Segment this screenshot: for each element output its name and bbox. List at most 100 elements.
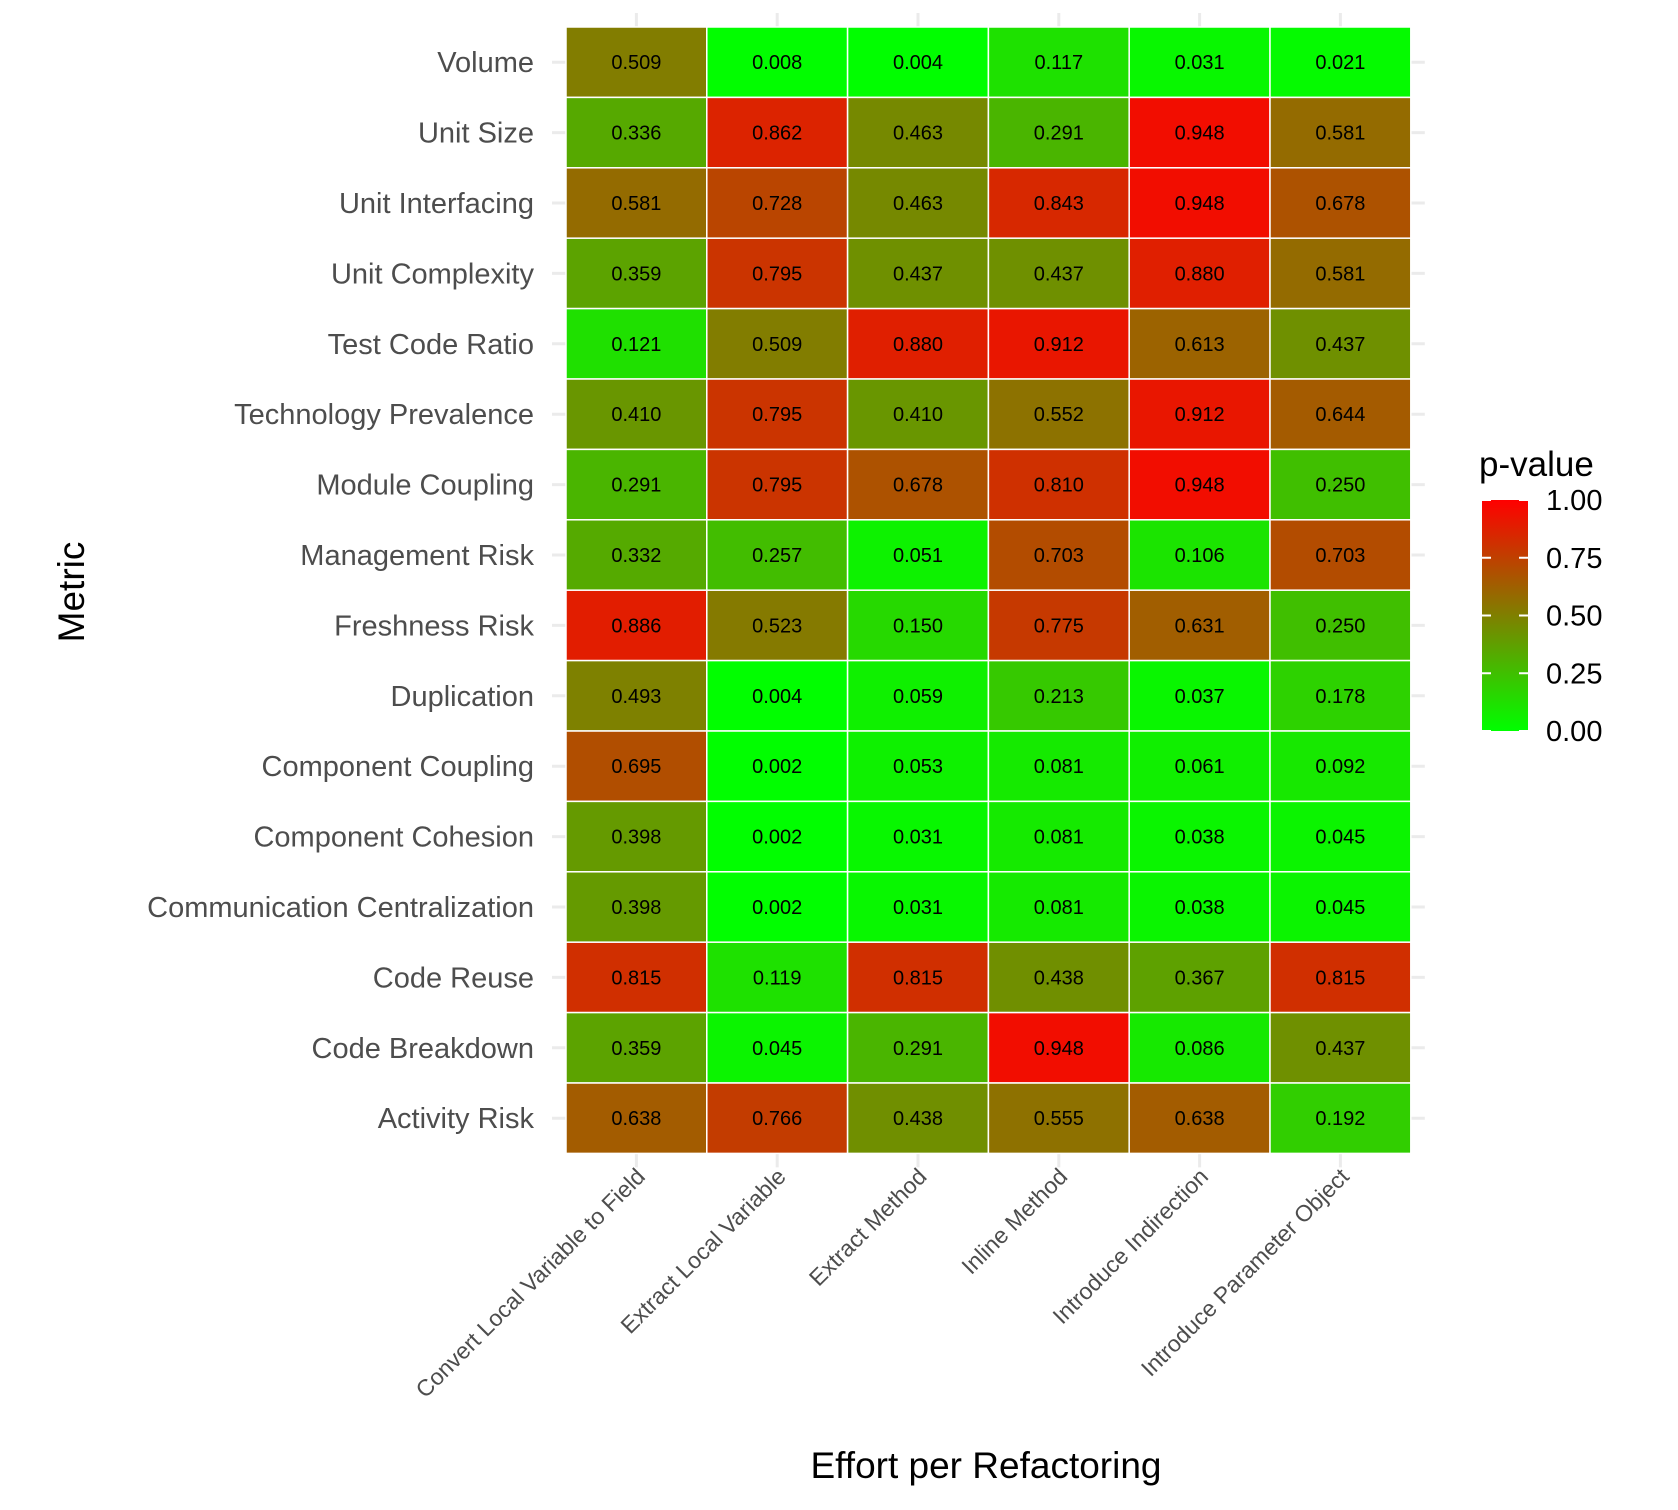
cell-value-label: 0.437 — [893, 263, 943, 285]
cell-value-label: 0.061 — [1175, 756, 1225, 778]
cell-value-label: 0.081 — [1034, 756, 1084, 778]
legend-ticks: 1.00 0.75 0.50 0.25 0.00 — [1482, 485, 1602, 748]
heatmap-cell — [1269, 167, 1412, 239]
heatmap-cell — [1269, 307, 1412, 380]
heatmap-cell — [987, 659, 1130, 732]
heatmap-cell — [987, 167, 1130, 239]
y-tick-label: Freshness Risk — [334, 610, 534, 642]
cell-value-label: 0.002 — [752, 756, 802, 778]
heatmap-cell — [987, 1011, 1130, 1084]
heatmap-cell — [565, 167, 708, 239]
heatmap-cell — [987, 589, 1130, 662]
heatmap-cell — [706, 519, 849, 591]
heatmap-cell — [846, 800, 990, 873]
cell-value-label: 0.038 — [1175, 827, 1225, 849]
cell-value-label: 0.059 — [893, 686, 943, 708]
cell-value-label: 0.053 — [893, 756, 943, 778]
heatmap-cell — [1128, 589, 1271, 662]
cell-value-label: 0.336 — [611, 123, 661, 145]
cell-value-label: 0.775 — [1034, 615, 1084, 637]
y-tick-label: Technology Prevalence — [234, 399, 534, 431]
heatmap-cell — [846, 237, 990, 310]
heatmap-cell — [1269, 871, 1412, 943]
cell-value-label: 0.581 — [611, 193, 661, 215]
cell-value-label: 0.581 — [1315, 123, 1365, 145]
cell-value-label: 0.359 — [611, 263, 661, 285]
cell-value-label: 0.728 — [752, 193, 802, 215]
cell-value-label: 0.150 — [893, 615, 943, 637]
heatmap-cell — [706, 237, 849, 310]
cell-value-label: 0.410 — [893, 404, 943, 426]
cell-value-label: 0.509 — [752, 334, 802, 356]
heatmap-cell — [1269, 96, 1412, 169]
y-tick-label: Unit Size — [418, 118, 534, 150]
x-axis-title: Effort per Refactoring — [811, 1445, 1162, 1486]
cell-value-label: 0.332 — [611, 545, 661, 567]
heatmap-cell — [987, 237, 1130, 310]
cell-value-label: 0.862 — [752, 123, 802, 145]
cell-value-label: 0.437 — [1315, 1038, 1365, 1060]
cell-value-label: 0.086 — [1175, 1038, 1225, 1060]
cell-value-label: 0.795 — [752, 404, 802, 426]
y-tick-label: Duplication — [391, 681, 534, 713]
heatmap-cell — [1269, 1082, 1412, 1155]
color-legend: p-value 1.00 0.75 0.50 0.25 0.00 — [1479, 445, 1602, 748]
cell-value-label: 0.004 — [893, 52, 943, 74]
cell-value-label: 0.037 — [1175, 686, 1225, 708]
cell-value-label: 0.880 — [893, 334, 943, 356]
cell-value-label: 0.523 — [752, 615, 802, 637]
heatmap-cell — [565, 1011, 708, 1084]
cell-value-label: 0.703 — [1034, 545, 1084, 567]
legend-tick-label: 0.75 — [1546, 543, 1602, 575]
heatmap-cell — [1269, 26, 1412, 99]
cell-value-label: 0.552 — [1034, 404, 1084, 426]
heatmap-cell — [706, 589, 849, 662]
heatmap-cell — [565, 378, 708, 451]
heatmap-cell — [987, 307, 1130, 380]
cell-value-label: 0.463 — [893, 123, 943, 145]
cell-value-label: 0.644 — [1315, 404, 1365, 426]
cell-value-label: 0.038 — [1175, 897, 1225, 919]
cell-value-label: 0.192 — [1315, 1108, 1365, 1130]
y-tick-label: Code Breakdown — [312, 1033, 534, 1065]
cell-value-label: 0.359 — [611, 1038, 661, 1060]
cell-value-label: 0.081 — [1034, 897, 1084, 919]
cell-value-label: 0.002 — [752, 827, 802, 849]
cell-value-label: 0.766 — [752, 1108, 802, 1130]
cell-value-label: 0.051 — [893, 545, 943, 567]
x-tick-label: Convert Local Variable to Field — [410, 1163, 650, 1403]
legend-title: p-value — [1479, 445, 1594, 484]
heatmap-cell — [1128, 730, 1271, 803]
cell-value-label: 0.002 — [752, 897, 802, 919]
cell-value-label: 0.948 — [1175, 475, 1225, 497]
y-tick-label: Unit Complexity — [331, 258, 535, 290]
heatmap-cell — [846, 730, 990, 803]
cell-value-label: 0.081 — [1034, 827, 1084, 849]
cell-value-label: 0.795 — [752, 263, 802, 285]
y-axis-tick-labels: Volume Unit Size Unit Interfacing Unit Comp… — [147, 47, 534, 1135]
cell-value-label: 0.031 — [1175, 52, 1225, 74]
heatmap-cell — [1269, 448, 1412, 521]
heatmap-cell — [1128, 1082, 1271, 1155]
legend-tick-label: 0.00 — [1546, 716, 1602, 748]
heatmap-cell — [565, 96, 708, 169]
cell-value-label: 0.291 — [893, 1038, 943, 1060]
cell-value-label: 0.948 — [1175, 193, 1225, 215]
y-tick-label: Module Coupling — [316, 470, 534, 502]
heatmap-cells — [565, 26, 1412, 1155]
heatmap-cell — [706, 167, 849, 239]
cell-value-label: 0.638 — [611, 1108, 661, 1130]
y-tick-label: Communication Centralization — [147, 892, 534, 924]
heatmap-cell — [565, 519, 708, 591]
cell-value-label: 0.948 — [1175, 123, 1225, 145]
y-axis-title: Metric — [51, 542, 92, 643]
y-tick-label: Code Reuse — [373, 962, 534, 994]
heatmap-cell — [1269, 730, 1412, 803]
cell-value-label: 0.815 — [893, 967, 943, 989]
y-tick-label: Unit Interfacing — [339, 188, 534, 220]
heatmap-cell — [987, 730, 1130, 803]
heatmap-cell — [846, 659, 990, 732]
cell-value-label: 0.291 — [611, 475, 661, 497]
cell-value-label: 0.438 — [893, 1108, 943, 1130]
